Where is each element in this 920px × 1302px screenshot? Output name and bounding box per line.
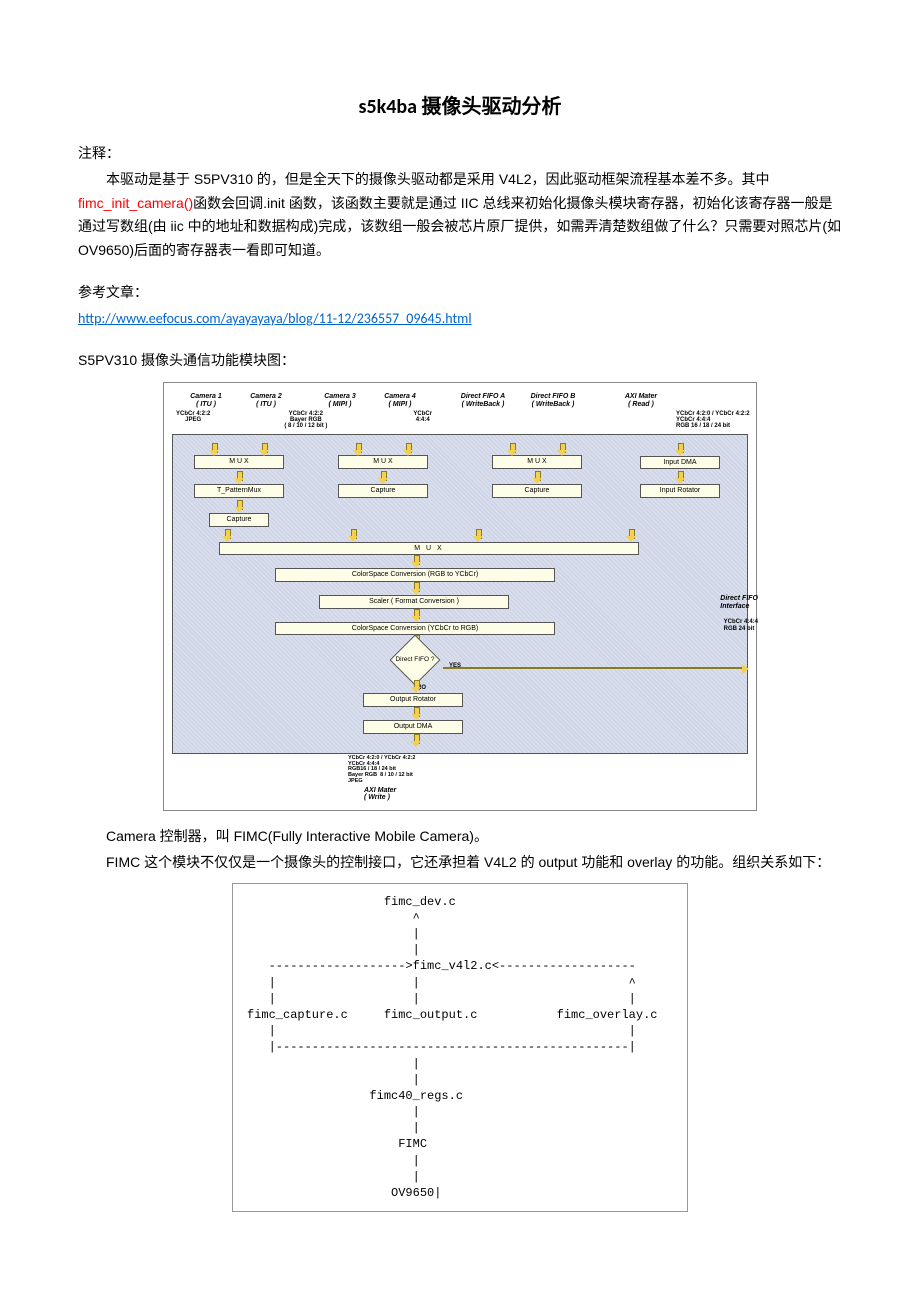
intro-text-b: 函数会回调.init 函数，该函数主要就是通过 IIC 总线来初始化摄像头模块寄… — [78, 195, 841, 259]
fmt5: YCbCr 4:4:4 — [413, 411, 432, 430]
intro-paragraph: 本驱动是基于 S5PV310 的，但是全天下的摄像头驱动都是采用 V4L2，因此… — [78, 168, 842, 263]
page-title: s5k4ba 摄像头驱动分析 — [78, 90, 842, 124]
box-inputdma: Input DMA — [640, 456, 720, 470]
label-cam3: Camera 3 ( MIPI ) — [310, 393, 370, 408]
fmt1: YCbCr 4:2:2 JPEG — [176, 411, 210, 430]
box-mux2: M U X — [338, 455, 428, 469]
shaded-region: M U X M U X M U X Input DMA T_PatternMux — [172, 434, 748, 754]
label-axiR: AXI Mater ( Read ) — [606, 393, 676, 408]
right-iface-label: Direct FIFO Interface — [720, 595, 758, 610]
ascii-tree-diagram: fimc_dev.c ^ | | ------------------->fim… — [232, 883, 688, 1213]
label-cam1: Camera 1 ( ITU ) — [176, 393, 236, 408]
ref-label: 参考文章： — [78, 281, 842, 305]
box-capture3: Capture — [492, 484, 582, 498]
box-bigmux: M U X — [219, 542, 639, 556]
after-p2: FIMC 这个模块不仅仅是一个摄像头的控制接口，它还承担着 V4L2 的 out… — [78, 851, 842, 875]
box-outrot: Output Rotator — [363, 693, 463, 707]
right-arrow — [443, 667, 743, 669]
section2-label: S5PV310 摄像头通信功能模块图： — [78, 349, 842, 373]
box-outdma: Output DMA — [363, 720, 463, 734]
inline-code-red: fimc_init_camera() — [78, 195, 193, 211]
fmt7: YCbCr 4:2:0 / YCbCr 4:2:2 YCbCr 4:4:4 RG… — [670, 411, 750, 430]
label-fifoB: Direct FIFO B ( WriteBack ) — [518, 393, 588, 408]
axi-write-label: AXI Mater ( Write ) — [364, 787, 748, 802]
ref-link-row: http://www.eefocus.com/ayayayaya/blog/11… — [78, 307, 842, 331]
label-cam4: Camera 4 ( MIPI ) — [370, 393, 430, 408]
box-tpattern: T_PatternMux — [194, 484, 284, 498]
box-csc2: ColorSpace Conversion (YCbCr to RGB) — [275, 622, 555, 636]
block-diagram: Camera 1 ( ITU ) Camera 2 ( ITU ) Camera… — [163, 382, 757, 811]
intro-text-a: 本驱动是基于 S5PV310 的，但是全天下的摄像头驱动都是采用 V4L2，因此… — [106, 171, 770, 187]
box-scaler: Scaler ( Format Conversion ) — [319, 595, 509, 609]
box-capture1: Capture — [209, 513, 269, 527]
after-p1: Camera 控制器，叫 FIMC(Fully Interactive Mobi… — [78, 825, 842, 849]
intro-label: 注释： — [78, 142, 842, 166]
box-inputrot: Input Rotator — [640, 484, 720, 498]
reference-link[interactable]: http://www.eefocus.com/ayayayaya/blog/11… — [78, 310, 472, 327]
box-csc1: ColorSpace Conversion (RGB to YCbCr) — [275, 568, 555, 582]
label-cam2: Camera 2 ( ITU ) — [236, 393, 296, 408]
box-mux3: M U X — [492, 455, 582, 469]
box-capture2: Capture — [338, 484, 428, 498]
diamond-fifo: Direct FIFO ? — [381, 648, 449, 672]
right-fmt-label: YCbCr 4:4:4 RGB 24 bit — [724, 619, 758, 632]
label-fifoA: Direct FIFO A ( WriteBack ) — [448, 393, 518, 408]
bottom-fmt: YCbCr 4:2:0 / YCbCr 4:2:2 YCbCr 4:4:4 RG… — [348, 756, 748, 785]
box-mux1: M U X — [194, 455, 284, 469]
fmt3: YCbCr 4:2:2 Bayer RGB ( 8 / 10 / 12 bit … — [284, 411, 327, 430]
